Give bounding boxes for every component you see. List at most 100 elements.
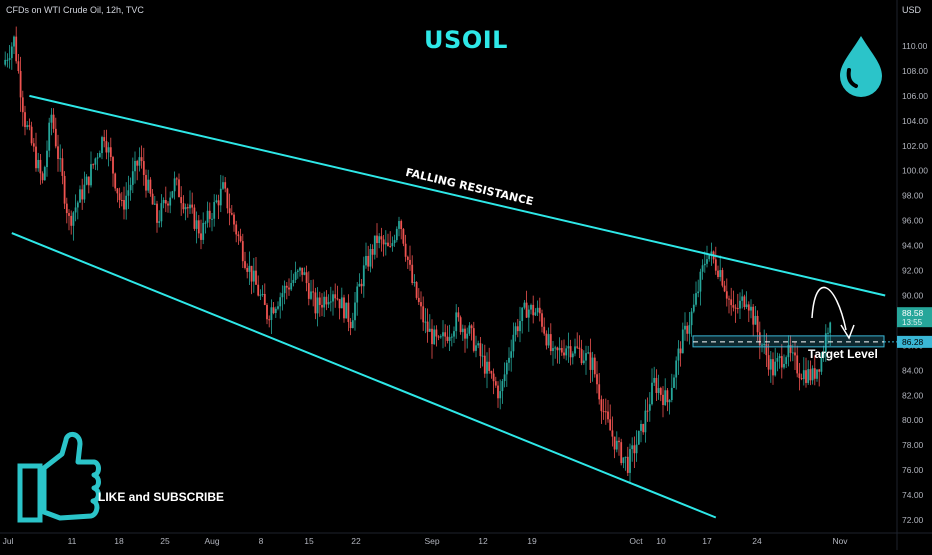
candle-body xyxy=(525,302,528,318)
y-tick-label: 78.00 xyxy=(902,440,924,450)
candle-body xyxy=(85,176,88,185)
candle-body xyxy=(94,158,97,165)
candle-body xyxy=(296,270,299,272)
candle-body xyxy=(613,436,616,450)
candle-body xyxy=(61,158,64,176)
x-tick-label: 12 xyxy=(478,536,488,546)
symbol-header[interactable]: CFDs on WTI Crude Oil, 12h, TVC xyxy=(6,5,144,15)
candle-body xyxy=(307,283,310,299)
x-tick-label: 25 xyxy=(160,536,170,546)
candle-body xyxy=(479,343,482,357)
candle-body xyxy=(200,233,202,240)
candle-body xyxy=(800,378,803,380)
candle-body xyxy=(827,332,829,334)
candle-body xyxy=(505,362,508,375)
candle-body xyxy=(633,445,636,454)
candle-body xyxy=(277,306,279,309)
candle-body xyxy=(239,236,242,242)
candle-body xyxy=(235,224,238,235)
candle-body xyxy=(180,197,183,204)
candle-body xyxy=(378,236,381,244)
candle-body xyxy=(285,285,288,288)
candle-body xyxy=(338,299,341,309)
support-trendline[interactable] xyxy=(11,232,717,519)
candle-body xyxy=(162,200,165,204)
x-tick-label: 17 xyxy=(702,536,712,546)
candle-body xyxy=(136,160,139,166)
candle-body xyxy=(604,411,607,413)
candle-body xyxy=(237,234,240,237)
candle-body xyxy=(747,304,750,311)
candle-body xyxy=(116,188,119,194)
candle-body xyxy=(708,255,711,260)
candle-body xyxy=(345,302,348,319)
resistance-trendline[interactable] xyxy=(29,94,886,297)
x-tick-label: 15 xyxy=(304,536,314,546)
candle-body xyxy=(156,203,158,223)
candle-body xyxy=(587,352,590,354)
candle-body xyxy=(325,296,328,305)
x-tick-label: 10 xyxy=(656,536,666,546)
candle-body xyxy=(109,147,112,158)
candle-body xyxy=(730,299,733,306)
candle-body xyxy=(622,457,625,464)
candle-body xyxy=(791,352,794,354)
candle-body xyxy=(439,336,442,338)
candle-body xyxy=(761,344,763,346)
candle-body xyxy=(318,297,321,305)
candle-body xyxy=(426,321,429,332)
y-tick-label: 100.00 xyxy=(902,166,928,176)
candle-body xyxy=(134,160,136,172)
x-tick-label: Sep xyxy=(424,536,439,546)
candle-body xyxy=(607,411,609,420)
candle-body xyxy=(664,390,667,406)
candle-body xyxy=(226,188,229,209)
candle-body xyxy=(312,291,315,293)
candle-body xyxy=(252,270,255,282)
candle-body xyxy=(752,306,755,325)
candle-body xyxy=(169,197,172,206)
candle-body xyxy=(600,399,603,412)
candle-body xyxy=(512,334,515,352)
candle-body xyxy=(765,344,768,356)
trendlines xyxy=(11,94,886,519)
candle-body xyxy=(448,337,451,341)
candle-body xyxy=(444,332,447,337)
y-tick-label: 98.00 xyxy=(902,191,924,201)
candle-body xyxy=(321,304,323,308)
y-tick-label: 108.00 xyxy=(902,66,928,76)
candle-body xyxy=(241,241,244,262)
candle-body xyxy=(160,203,163,222)
candle-body xyxy=(640,423,642,431)
candle-body xyxy=(92,164,95,166)
candle-body xyxy=(501,381,504,392)
candle-body xyxy=(230,213,233,215)
candle-body xyxy=(662,394,664,406)
candle-body xyxy=(195,220,198,229)
candle-body xyxy=(811,368,814,381)
candle-body xyxy=(316,297,319,314)
candle-body xyxy=(107,147,110,153)
candle-body xyxy=(74,207,77,213)
candle-body xyxy=(402,229,405,244)
candle-body xyxy=(365,255,367,266)
candle-body xyxy=(255,270,257,285)
candle-body xyxy=(787,345,790,358)
candle-body xyxy=(538,307,541,314)
candle-body xyxy=(404,243,407,257)
candle-body xyxy=(534,312,537,316)
candle-body xyxy=(728,298,730,300)
candle-body xyxy=(475,345,477,351)
candle-body xyxy=(651,382,653,405)
candle-body xyxy=(15,36,18,62)
candle-body xyxy=(743,296,746,308)
candle-body xyxy=(631,445,634,450)
candle-body xyxy=(695,293,697,305)
candle-body xyxy=(87,176,90,186)
candle-body xyxy=(334,294,337,299)
candle-body xyxy=(549,334,552,352)
candle-body xyxy=(675,360,678,378)
candle-body xyxy=(497,385,499,399)
